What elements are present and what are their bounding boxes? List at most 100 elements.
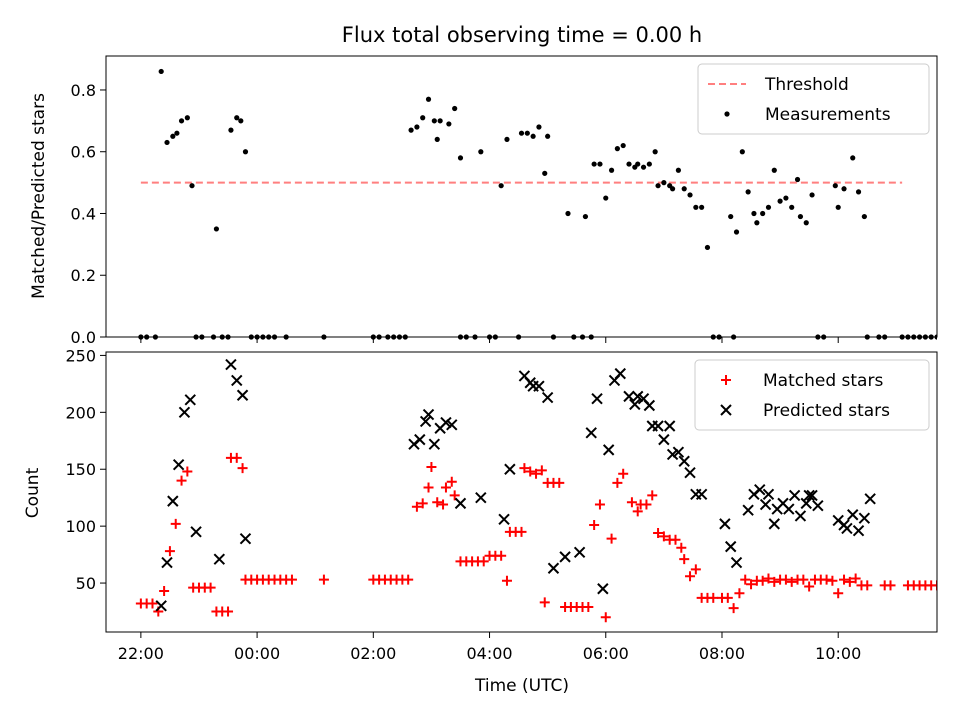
y-tick-label: 0.6 [71,143,96,162]
measurement-point [228,127,234,133]
measurement-point [655,183,661,189]
legend-measurement-label: Measurements [765,105,891,125]
matched-point [519,463,530,474]
predicted-point [602,444,615,456]
predicted-point [629,398,641,411]
measurement-point [832,183,838,189]
predicted-point [852,524,865,537]
matched-point [147,598,158,609]
measurement-point [504,136,510,142]
predicted-point [559,551,571,563]
predicted-point [724,540,737,553]
x-tick-label: 22:00 [118,644,164,663]
measurement-point [728,213,734,220]
measurement-point [597,161,603,167]
predicted-point [597,583,609,595]
top-y-axis-label: Matched/Predicted stars [29,93,49,299]
y-tick-label: 50 [76,574,96,593]
matched-point [944,580,954,590]
matched-point [417,498,428,509]
predicted-point [585,427,597,439]
matched-point [827,575,838,586]
measurement-point [765,204,772,210]
predicted-point [864,493,876,505]
measurement-point [704,244,711,251]
predicted-point [184,394,196,406]
measurement-point [940,334,945,339]
predicted-point [414,433,426,446]
matched-point [626,497,637,508]
plot-area [135,358,954,623]
matched-point [804,581,815,592]
matched-point [769,576,780,587]
matched-point [632,506,643,517]
measurement-point [687,192,693,198]
measurement-point [669,186,676,192]
predicted-point [178,406,191,419]
x-tick-label: 10:00 [815,644,861,663]
predicted-point [504,463,516,475]
matched-point [589,520,600,531]
measurement-point [170,133,176,139]
matched-point [411,501,422,512]
measurement-point [178,118,185,124]
measurement-point [242,149,249,155]
bottom-panel: 50 100 150 200 250 22:00 00:00 02:00 04:00 06:00 0… [65,346,954,663]
x-axis-label: Time (UTC) [474,676,569,696]
predicted-point [643,399,656,412]
measurement-point [446,121,452,127]
matched-point [606,533,617,544]
measurement-point [745,189,751,195]
x-tick-label: 06:00 [583,644,629,663]
predicted-point [231,374,243,387]
matched-point [446,476,457,487]
predicted-point [794,510,807,522]
predicted-point [754,484,766,496]
matched-point [525,466,536,477]
measurement-point [777,198,783,204]
matched-point [757,575,768,586]
predicted-point [803,489,815,502]
matched-point [318,574,329,585]
matched-point [440,482,451,493]
matched-point [653,527,664,538]
matched-point [746,579,757,590]
measurement-point [652,149,658,155]
matched-point [722,592,733,603]
predicted-point [858,512,871,524]
measurement-point [452,105,458,112]
predicted-point [213,553,226,565]
matched-point [423,482,434,493]
predicted-point [730,556,743,569]
legend-matched-label: Matched stars [763,371,883,391]
predicted-point [591,392,603,405]
matched-point [708,592,719,603]
matched-point [647,490,658,501]
axes-frame [105,55,938,338]
chart-title: Flux total observing time = 0.00 h [342,23,702,47]
matched-point [734,588,745,599]
measurement-point [530,133,536,139]
predicted-point [623,390,635,403]
matched-point [516,526,527,537]
measurement-point [434,136,440,142]
matched-point [670,534,681,545]
y-tick-label: 0.8 [71,81,96,100]
measurement-point [431,118,437,124]
matched-point [833,588,844,599]
measurement-point [518,130,525,136]
measurement-point [614,146,620,152]
matched-point [164,546,175,557]
measurement-point [760,210,766,217]
legend-measurement-swatch [724,111,730,117]
matched-point [205,582,216,593]
y-tick-label: 0.0 [71,328,96,347]
matched-point [426,461,437,472]
measurement-point [437,118,443,124]
measurement-point [536,124,542,130]
measurement-point [855,189,862,195]
measurement-point [797,213,804,220]
measurement-point [608,167,615,173]
matched-point [728,603,739,614]
